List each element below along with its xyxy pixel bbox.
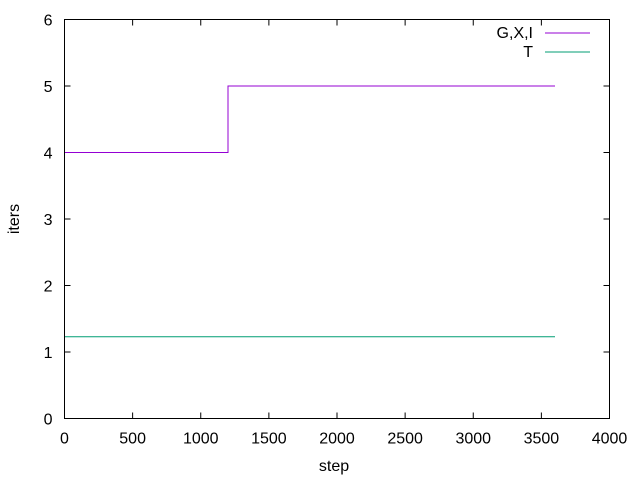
y-tick-label: 1 [44, 345, 53, 362]
y-tick-label: 3 [44, 212, 53, 229]
y-axis-label: iters [6, 204, 23, 234]
ticks-layer: 0 500 1000 1500 2000 2500 3000 3500 4000 0 1 2 3 4 5 6 [44, 13, 628, 448]
y-tick-label: 2 [44, 279, 53, 296]
y-tick-label: 6 [44, 13, 53, 30]
x-tick-label: 3500 [524, 431, 560, 448]
legend-label-gxi: G,X,I [497, 25, 533, 42]
x-tick-label: 2500 [387, 431, 423, 448]
y-tick-label: 0 [44, 412, 53, 429]
x-tick-label: 1000 [183, 431, 219, 448]
y-tick-label: 4 [44, 146, 53, 163]
x-tick-label: 0 [60, 431, 69, 448]
x-tick-label: 1500 [251, 431, 287, 448]
series-layer [64, 85, 555, 338]
x-tick-label: 500 [119, 431, 146, 448]
x-axis-label: step [319, 458, 349, 475]
y-tick-label: 5 [44, 79, 53, 96]
series-line-gxi [64, 85, 555, 153]
x-tick-label: 3000 [455, 431, 491, 448]
x-tick-label: 2000 [319, 431, 355, 448]
plot-frame [64, 19, 610, 419]
x-tick-label: 4000 [592, 431, 628, 448]
legend-label-t: T [523, 44, 533, 61]
legend: G,X,I T [497, 25, 590, 61]
